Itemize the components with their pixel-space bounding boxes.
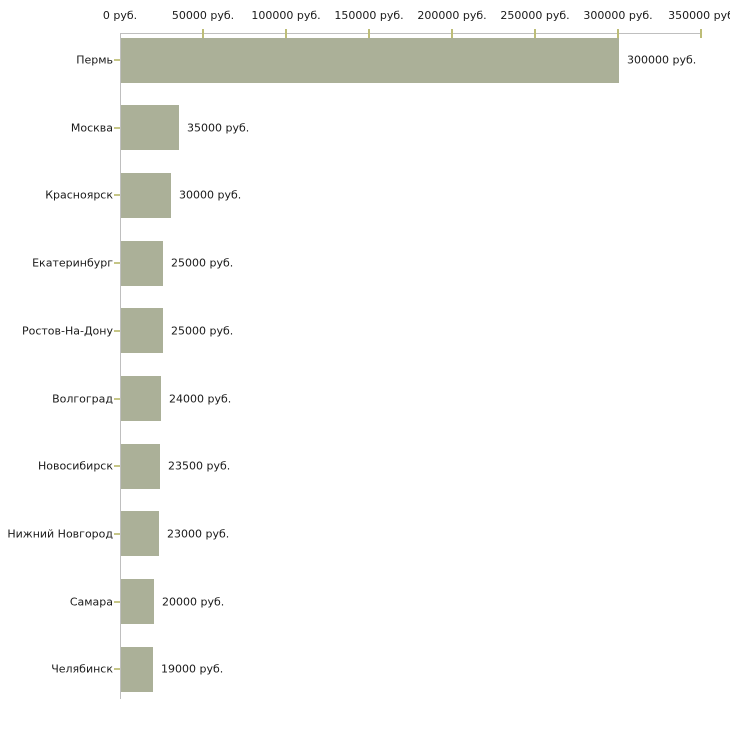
- bar-value-label: 35000 руб.: [187, 121, 250, 135]
- bar: [121, 511, 159, 557]
- x-axis-tick: [451, 29, 453, 38]
- x-axis-tick-label: 250000 руб.: [500, 9, 570, 22]
- bar: [121, 105, 179, 151]
- category-label: Ростов-На-Дону: [21, 324, 113, 338]
- x-axis-tick: [534, 29, 536, 38]
- bar: [121, 376, 161, 421]
- category-label: Красноярск: [45, 188, 113, 202]
- x-axis-tick: [368, 29, 370, 38]
- x-axis-tick: [285, 29, 287, 38]
- x-axis-tick-label: 100000 руб.: [251, 9, 321, 22]
- category-label: Самара: [69, 595, 113, 609]
- bar-value-label: 23500 руб.: [168, 459, 231, 473]
- category-label: Екатеринбург: [32, 256, 113, 270]
- category-label: Челябинск: [51, 662, 113, 676]
- category-tick: [114, 59, 120, 61]
- x-axis-tick-label: 200000 руб.: [417, 9, 487, 22]
- x-axis-line: [120, 33, 702, 34]
- bar-value-label: 30000 руб.: [179, 188, 242, 202]
- x-axis-tick: [202, 29, 204, 38]
- bar-value-label: 25000 руб.: [171, 256, 234, 270]
- bar: [121, 240, 163, 286]
- category-tick: [114, 600, 120, 603]
- bar: [121, 37, 619, 83]
- category-label: Волгоград: [52, 392, 113, 405]
- bar-value-label: 300000 руб.: [627, 53, 697, 67]
- category-tick: [114, 668, 120, 671]
- bar: [121, 172, 171, 218]
- y-axis-line: [120, 33, 121, 699]
- bar: [121, 443, 160, 489]
- bar: [121, 646, 153, 692]
- x-axis-tick-label: 150000 руб.: [334, 9, 404, 22]
- category-label: Пермь: [76, 53, 113, 67]
- bar: [121, 308, 163, 354]
- category-tick: [114, 194, 120, 197]
- bar-value-label: 25000 руб.: [171, 324, 234, 338]
- bar-value-label: 20000 руб.: [162, 595, 225, 609]
- x-axis-tick: [617, 29, 619, 38]
- bar: [121, 579, 154, 625]
- category-tick: [114, 262, 120, 265]
- category-label: Новосибирск: [37, 459, 113, 473]
- x-axis-tick: [700, 29, 702, 38]
- category-tick: [114, 532, 120, 535]
- x-axis-tick-label: 0 руб.: [102, 9, 138, 22]
- x-axis-tick-label: 50000 руб.: [171, 9, 235, 22]
- x-axis-tick-label: 300000 руб.: [583, 9, 653, 22]
- category-tick: [114, 465, 120, 468]
- bar-value-label: 23000 руб.: [167, 527, 230, 541]
- category-tick: [114, 329, 120, 332]
- category-tick: [114, 397, 120, 400]
- bar-value-label: 24000 руб.: [169, 392, 232, 405]
- category-tick: [114, 126, 120, 129]
- category-label: Москва: [70, 121, 113, 135]
- x-axis-tick-label: 350000 руб: [668, 9, 730, 22]
- bar-value-label: 19000 руб.: [161, 662, 224, 676]
- category-label: Нижний Новгород: [7, 527, 113, 541]
